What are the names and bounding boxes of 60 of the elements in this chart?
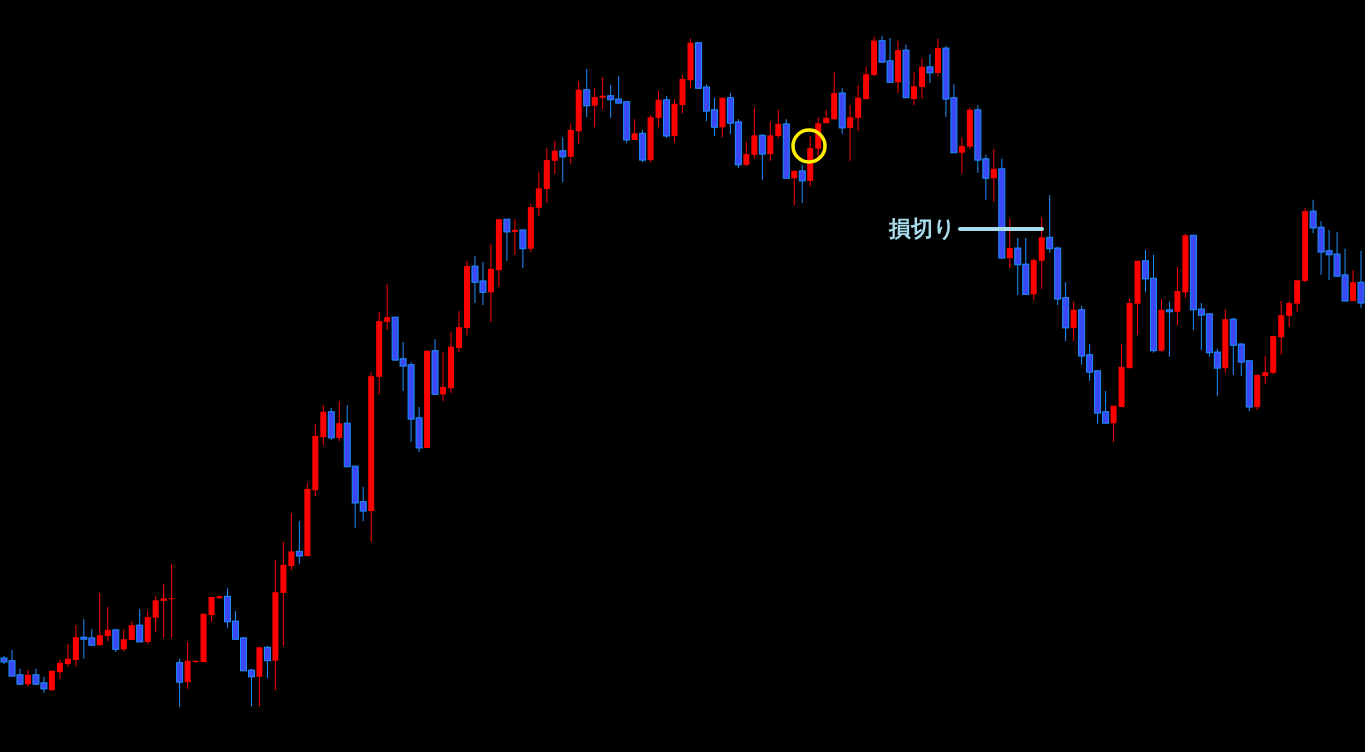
candlestick	[208, 596, 215, 623]
candlestick	[918, 57, 925, 100]
candlestick	[1110, 405, 1117, 443]
candlestick	[503, 218, 511, 262]
candlestick	[551, 140, 558, 175]
candlestick	[599, 76, 606, 110]
candlestick	[64, 643, 71, 668]
candlestick	[751, 107, 758, 160]
candlestick	[1278, 300, 1285, 356]
candlestick	[96, 592, 103, 646]
candlestick	[535, 171, 542, 217]
candlestick	[487, 243, 494, 323]
candlestick	[456, 310, 462, 353]
candlestick	[176, 658, 184, 707]
candlestick	[926, 53, 934, 84]
candlestick	[1038, 216, 1045, 290]
candlestick	[288, 512, 295, 571]
candlestick	[775, 109, 782, 139]
candlestick	[168, 563, 175, 639]
candlestick	[847, 104, 854, 162]
annotation: 損切り	[889, 215, 956, 243]
candlestick	[1165, 301, 1173, 358]
candlestick	[1286, 300, 1293, 328]
candlestick	[104, 606, 111, 642]
candlestick	[295, 520, 303, 565]
candlestick	[655, 90, 662, 128]
candlestick	[136, 608, 144, 643]
candlestick	[511, 218, 518, 256]
candlestick	[798, 164, 806, 204]
candlestick	[160, 583, 167, 639]
candlestick	[152, 595, 159, 633]
candlestick	[743, 141, 750, 167]
candlestick	[519, 229, 527, 269]
candlestick	[791, 169, 798, 206]
candlestick	[184, 641, 191, 690]
candlestick	[958, 136, 965, 174]
candlestick	[583, 68, 591, 118]
candlestick	[855, 84, 862, 132]
candlestick	[591, 87, 598, 128]
candlestick	[384, 283, 391, 331]
candlestick	[440, 351, 447, 402]
candlestick	[911, 71, 917, 106]
candlestick	[1350, 269, 1357, 302]
candlestick	[56, 659, 63, 680]
candlestick	[72, 624, 79, 668]
candlestick	[767, 120, 774, 162]
candlestick	[559, 136, 567, 183]
candlestick	[1174, 266, 1181, 326]
candlestick	[336, 400, 343, 442]
candlestick	[1262, 355, 1269, 385]
candlestick	[1006, 218, 1013, 269]
candlestick	[990, 148, 997, 203]
candlestick	[112, 629, 120, 653]
candlestick	[128, 620, 135, 641]
candlestick	[263, 645, 271, 679]
candlestick	[1357, 250, 1365, 309]
candlestick	[758, 133, 766, 181]
candlestick	[1294, 279, 1301, 313]
candlestick	[1070, 301, 1077, 342]
candlestick	[120, 628, 127, 652]
